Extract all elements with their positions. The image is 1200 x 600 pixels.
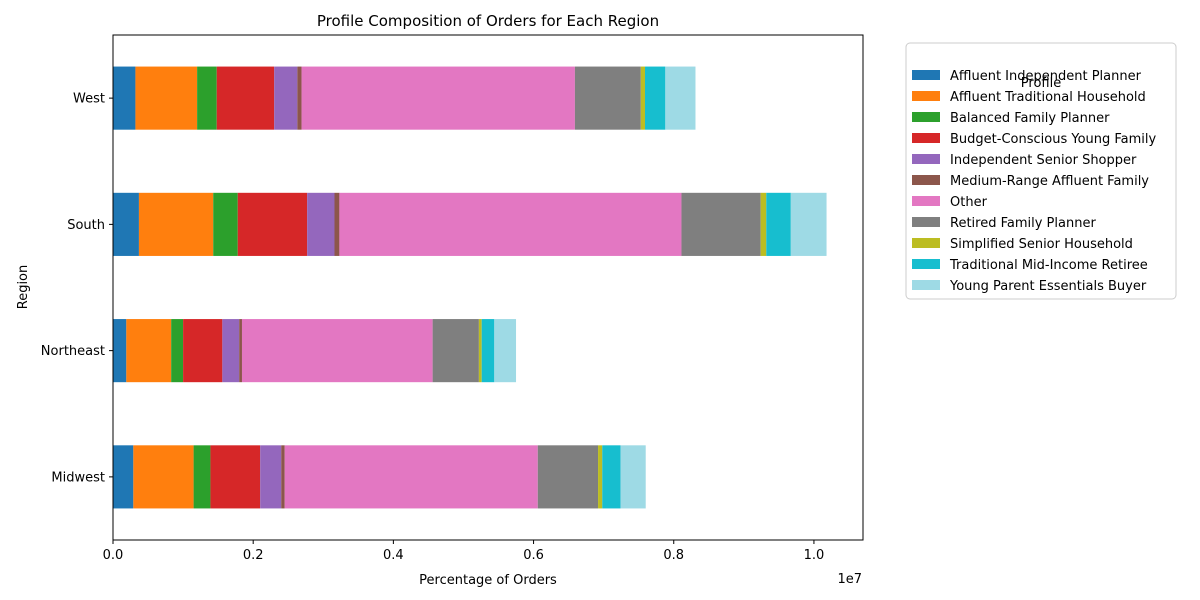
legend-label: Affluent Independent Planner bbox=[950, 69, 1142, 84]
bar-segment-west-4 bbox=[274, 66, 298, 130]
legend-label: Medium-Range Affluent Family bbox=[950, 174, 1149, 189]
legend-swatch bbox=[912, 133, 940, 143]
legend-swatch bbox=[912, 91, 940, 101]
x-tick-label: 0.2 bbox=[243, 548, 264, 563]
legend-label: Simplified Senior Household bbox=[950, 237, 1133, 252]
legend-label: Retired Family Planner bbox=[950, 216, 1096, 231]
bar-segment-west-2 bbox=[197, 66, 217, 130]
bar-segment-midwest-8 bbox=[598, 445, 603, 509]
bars-layer bbox=[113, 66, 827, 509]
x-axis-offset-label: 1e7 bbox=[837, 572, 862, 587]
bar-segment-northeast-6 bbox=[241, 319, 433, 383]
bar-segment-midwest-5 bbox=[281, 445, 285, 509]
legend-items: Affluent Independent Planner Affluent Tra… bbox=[912, 69, 1157, 294]
legend-swatch bbox=[912, 259, 940, 269]
bar-segment-south-6 bbox=[339, 192, 682, 256]
bar-segment-midwest-4 bbox=[260, 445, 282, 509]
legend-label: Balanced Family Planner bbox=[950, 111, 1110, 126]
bar-segment-northeast-0 bbox=[113, 319, 127, 383]
bar-segment-south-4 bbox=[307, 192, 335, 256]
y-tick-label: South bbox=[67, 218, 105, 233]
x-tick-label: 0.6 bbox=[523, 548, 544, 563]
chart-title: Profile Composition of Orders for Each R… bbox=[317, 12, 659, 30]
bar-segment-northeast-10 bbox=[494, 319, 517, 383]
x-tick-label: 0.8 bbox=[663, 548, 684, 563]
bar-segment-south-7 bbox=[681, 192, 761, 256]
bar-segment-midwest-10 bbox=[620, 445, 646, 509]
bar-segment-west-9 bbox=[645, 66, 666, 130]
bar-segment-northeast-3 bbox=[183, 319, 223, 383]
legend-swatch bbox=[912, 175, 940, 185]
bar-segment-midwest-7 bbox=[537, 445, 599, 509]
bar-segment-west-0 bbox=[113, 66, 136, 130]
bar-segment-south-3 bbox=[237, 192, 308, 256]
legend-title: Profile bbox=[1021, 76, 1061, 91]
bar-segment-south-1 bbox=[138, 192, 214, 256]
bar-segment-northeast-5 bbox=[239, 319, 242, 383]
legend-swatch bbox=[912, 238, 940, 248]
y-axis-ticks: Midwest Northeast South West bbox=[41, 92, 113, 485]
bar-segment-midwest-2 bbox=[193, 445, 211, 509]
legend-label: Other bbox=[950, 195, 988, 210]
y-axis-label: Region bbox=[16, 265, 31, 310]
bar-segment-northeast-4 bbox=[222, 319, 240, 383]
bar-segment-northeast-8 bbox=[478, 319, 482, 383]
bar-segment-south-2 bbox=[213, 192, 238, 256]
legend-swatch bbox=[912, 112, 940, 122]
bar-segment-south-8 bbox=[760, 192, 767, 256]
bar-segment-west-6 bbox=[301, 66, 575, 130]
legend: Profile Affluent Independent PlannerAffl… bbox=[905, 42, 1177, 300]
legend-swatch bbox=[912, 154, 940, 164]
legend-swatch bbox=[912, 70, 940, 80]
y-tick-label: Midwest bbox=[51, 470, 105, 485]
bar-segment-midwest-0 bbox=[113, 445, 134, 509]
bar-segment-west-5 bbox=[297, 66, 302, 130]
bar-segment-midwest-1 bbox=[133, 445, 194, 509]
legend-swatch bbox=[912, 217, 940, 227]
bar-segment-northeast-9 bbox=[481, 319, 495, 383]
bar-segment-midwest-9 bbox=[602, 445, 621, 509]
bar-segment-midwest-3 bbox=[210, 445, 261, 509]
bar-segment-south-5 bbox=[334, 192, 340, 256]
bar-segment-midwest-6 bbox=[284, 445, 538, 509]
legend-label: Affluent Traditional Household bbox=[950, 90, 1146, 105]
legend-label: Young Parent Essentials Buyer bbox=[949, 279, 1147, 294]
bar-segment-northeast-1 bbox=[126, 319, 172, 383]
bar-segment-west-1 bbox=[135, 66, 198, 130]
x-axis-ticks: 0.0 0.2 0.4 0.6 0.8 1.0 bbox=[103, 540, 825, 563]
bar-segment-west-10 bbox=[665, 66, 696, 130]
bar-segment-northeast-7 bbox=[432, 319, 479, 383]
bar-segment-south-9 bbox=[766, 192, 791, 256]
x-axis-label: Percentage of Orders bbox=[419, 573, 557, 588]
x-tick-label: 0.4 bbox=[383, 548, 404, 563]
y-tick-label: West bbox=[73, 92, 105, 107]
legend-label: Traditional Mid-Income Retiree bbox=[949, 258, 1148, 273]
legend-label: Independent Senior Shopper bbox=[950, 153, 1137, 168]
y-tick-label: Northeast bbox=[41, 344, 105, 359]
bar-segment-west-7 bbox=[574, 66, 641, 130]
legend-swatch bbox=[912, 280, 940, 290]
bar-segment-south-0 bbox=[113, 192, 139, 256]
bar-segment-west-3 bbox=[216, 66, 275, 130]
legend-label: Budget-Conscious Young Family bbox=[950, 132, 1157, 147]
plot-frame bbox=[112, 34, 864, 541]
bar-segment-west-8 bbox=[640, 66, 646, 130]
legend-frame bbox=[905, 42, 1177, 300]
legend-swatch bbox=[912, 196, 940, 206]
x-tick-label: 1.0 bbox=[804, 548, 825, 563]
bar-segment-south-10 bbox=[790, 192, 827, 256]
bar-segment-northeast-2 bbox=[171, 319, 184, 383]
x-tick-label: 0.0 bbox=[103, 548, 124, 563]
